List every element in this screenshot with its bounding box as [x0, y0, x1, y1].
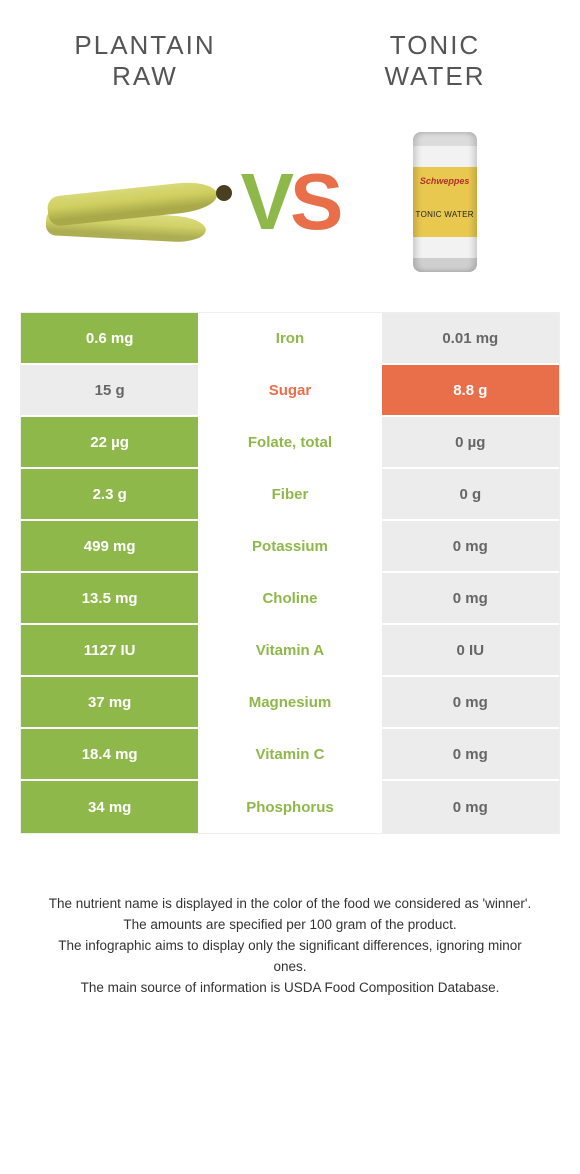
table-row: 499 mgPotassium0 mg — [21, 521, 559, 573]
left-value: 15 g — [21, 365, 200, 415]
footer-line: The infographic aims to display only the… — [40, 936, 540, 978]
left-title-line2: RAW — [112, 61, 178, 91]
left-value: 13.5 mg — [21, 573, 200, 623]
right-value: 0 mg — [380, 729, 559, 779]
right-food-image: Schweppes TONIC WATER — [339, 132, 550, 272]
nutrient-label: Magnesium — [200, 677, 379, 727]
footer-line: The amounts are specified per 100 gram o… — [40, 915, 540, 936]
left-food-title: PLANTAIN RAW — [40, 30, 250, 92]
table-row: 15 gSugar8.8 g — [21, 365, 559, 417]
table-row: 1127 IUVitamin A0 IU — [21, 625, 559, 677]
can-label: TONIC WATER — [413, 210, 477, 219]
table-row: 22 µgFolate, total0 µg — [21, 417, 559, 469]
left-value: 18.4 mg — [21, 729, 200, 779]
left-title-line1: PLANTAIN — [74, 30, 215, 60]
right-title-line2: WATER — [385, 61, 486, 91]
table-row: 18.4 mgVitamin C0 mg — [21, 729, 559, 781]
table-row: 37 mgMagnesium0 mg — [21, 677, 559, 729]
footer-line: The nutrient name is displayed in the co… — [40, 894, 540, 915]
left-value: 22 µg — [21, 417, 200, 467]
nutrient-label: Potassium — [200, 521, 379, 571]
vs-v: V — [241, 157, 290, 246]
left-value: 34 mg — [21, 781, 200, 833]
footer-line: The main source of information is USDA F… — [40, 978, 540, 999]
table-row: 34 mgPhosphorus0 mg — [21, 781, 559, 833]
right-food-title: TONIC WATER — [330, 30, 540, 92]
right-value: 0 µg — [380, 417, 559, 467]
nutrient-label: Folate, total — [200, 417, 379, 467]
nutrient-label: Sugar — [200, 365, 379, 415]
can-brand: Schweppes — [413, 176, 477, 186]
right-value: 0 mg — [380, 781, 559, 833]
right-value: 0 g — [380, 469, 559, 519]
title-row: PLANTAIN RAW TONIC WATER — [20, 20, 560, 122]
comparison-table: 0.6 mgIron0.01 mg15 gSugar8.8 g22 µgFola… — [20, 312, 560, 834]
plantain-icon — [40, 157, 230, 247]
left-value: 0.6 mg — [21, 313, 200, 363]
table-row: 0.6 mgIron0.01 mg — [21, 313, 559, 365]
footer-notes: The nutrient name is displayed in the co… — [20, 834, 560, 1009]
nutrient-label: Vitamin A — [200, 625, 379, 675]
right-value: 0.01 mg — [380, 313, 559, 363]
table-row: 2.3 gFiber0 g — [21, 469, 559, 521]
tonic-can-icon: Schweppes TONIC WATER — [413, 132, 477, 272]
vs-s: S — [290, 157, 339, 246]
nutrient-label: Phosphorus — [200, 781, 379, 833]
right-value: 8.8 g — [380, 365, 559, 415]
nutrient-label: Iron — [200, 313, 379, 363]
nutrient-label: Choline — [200, 573, 379, 623]
vs-label: VS — [241, 162, 340, 242]
right-value: 0 mg — [380, 573, 559, 623]
left-food-image — [30, 132, 241, 272]
hero-row: VS Schweppes TONIC WATER — [20, 122, 560, 312]
left-value: 2.3 g — [21, 469, 200, 519]
left-value: 1127 IU — [21, 625, 200, 675]
nutrient-label: Vitamin C — [200, 729, 379, 779]
right-title-line1: TONIC — [390, 30, 480, 60]
right-value: 0 mg — [380, 677, 559, 727]
right-value: 0 mg — [380, 521, 559, 571]
nutrient-label: Fiber — [200, 469, 379, 519]
left-value: 499 mg — [21, 521, 200, 571]
right-value: 0 IU — [380, 625, 559, 675]
table-row: 13.5 mgCholine0 mg — [21, 573, 559, 625]
left-value: 37 mg — [21, 677, 200, 727]
